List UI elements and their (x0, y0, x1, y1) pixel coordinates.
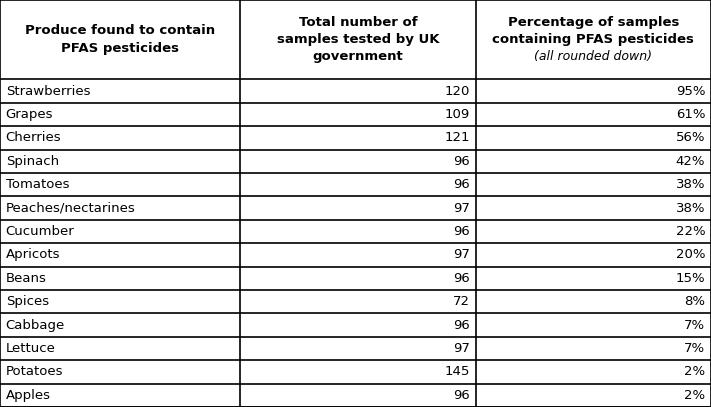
Text: 97: 97 (453, 248, 470, 261)
Text: 38%: 38% (676, 178, 705, 191)
Text: Percentage of samples: Percentage of samples (508, 16, 679, 29)
Text: 96: 96 (453, 389, 470, 402)
Text: 42%: 42% (676, 155, 705, 168)
Text: 95%: 95% (676, 85, 705, 98)
Text: 121: 121 (444, 131, 470, 144)
Text: Spinach: Spinach (6, 155, 59, 168)
Text: 2%: 2% (684, 365, 705, 379)
Text: 120: 120 (444, 85, 470, 98)
Text: 145: 145 (444, 365, 470, 379)
Text: Cabbage: Cabbage (6, 319, 65, 332)
Text: 96: 96 (453, 155, 470, 168)
Text: Peaches/nectarines: Peaches/nectarines (6, 201, 135, 214)
Text: Total number of: Total number of (299, 16, 417, 29)
Text: 96: 96 (453, 225, 470, 238)
Text: 61%: 61% (676, 108, 705, 121)
Text: government: government (313, 50, 403, 63)
Text: PFAS pesticides: PFAS pesticides (61, 42, 179, 55)
Text: Tomatoes: Tomatoes (6, 178, 69, 191)
Text: 7%: 7% (684, 342, 705, 355)
Text: 56%: 56% (676, 131, 705, 144)
Text: samples tested by UK: samples tested by UK (277, 33, 439, 46)
Text: Strawberries: Strawberries (6, 85, 90, 98)
Text: Apricots: Apricots (6, 248, 60, 261)
Text: 109: 109 (444, 108, 470, 121)
Text: 96: 96 (453, 178, 470, 191)
Text: Lettuce: Lettuce (6, 342, 55, 355)
Text: Produce found to contain: Produce found to contain (25, 24, 215, 37)
Text: 22%: 22% (675, 225, 705, 238)
Text: 8%: 8% (684, 295, 705, 308)
Text: 96: 96 (453, 319, 470, 332)
Text: containing PFAS pesticides: containing PFAS pesticides (493, 33, 694, 46)
Text: 7%: 7% (684, 319, 705, 332)
Text: Cucumber: Cucumber (6, 225, 75, 238)
Text: 15%: 15% (675, 272, 705, 285)
Text: 96: 96 (453, 272, 470, 285)
Text: 2%: 2% (684, 389, 705, 402)
Text: 38%: 38% (676, 201, 705, 214)
Text: 20%: 20% (676, 248, 705, 261)
Text: Beans: Beans (6, 272, 46, 285)
Text: Spices: Spices (6, 295, 49, 308)
Text: Grapes: Grapes (6, 108, 53, 121)
Text: Cherries: Cherries (6, 131, 61, 144)
Text: Potatoes: Potatoes (6, 365, 63, 379)
Text: (all rounded down): (all rounded down) (535, 50, 652, 63)
Text: Apples: Apples (6, 389, 50, 402)
Text: 97: 97 (453, 342, 470, 355)
Text: 97: 97 (453, 201, 470, 214)
Text: 72: 72 (453, 295, 470, 308)
